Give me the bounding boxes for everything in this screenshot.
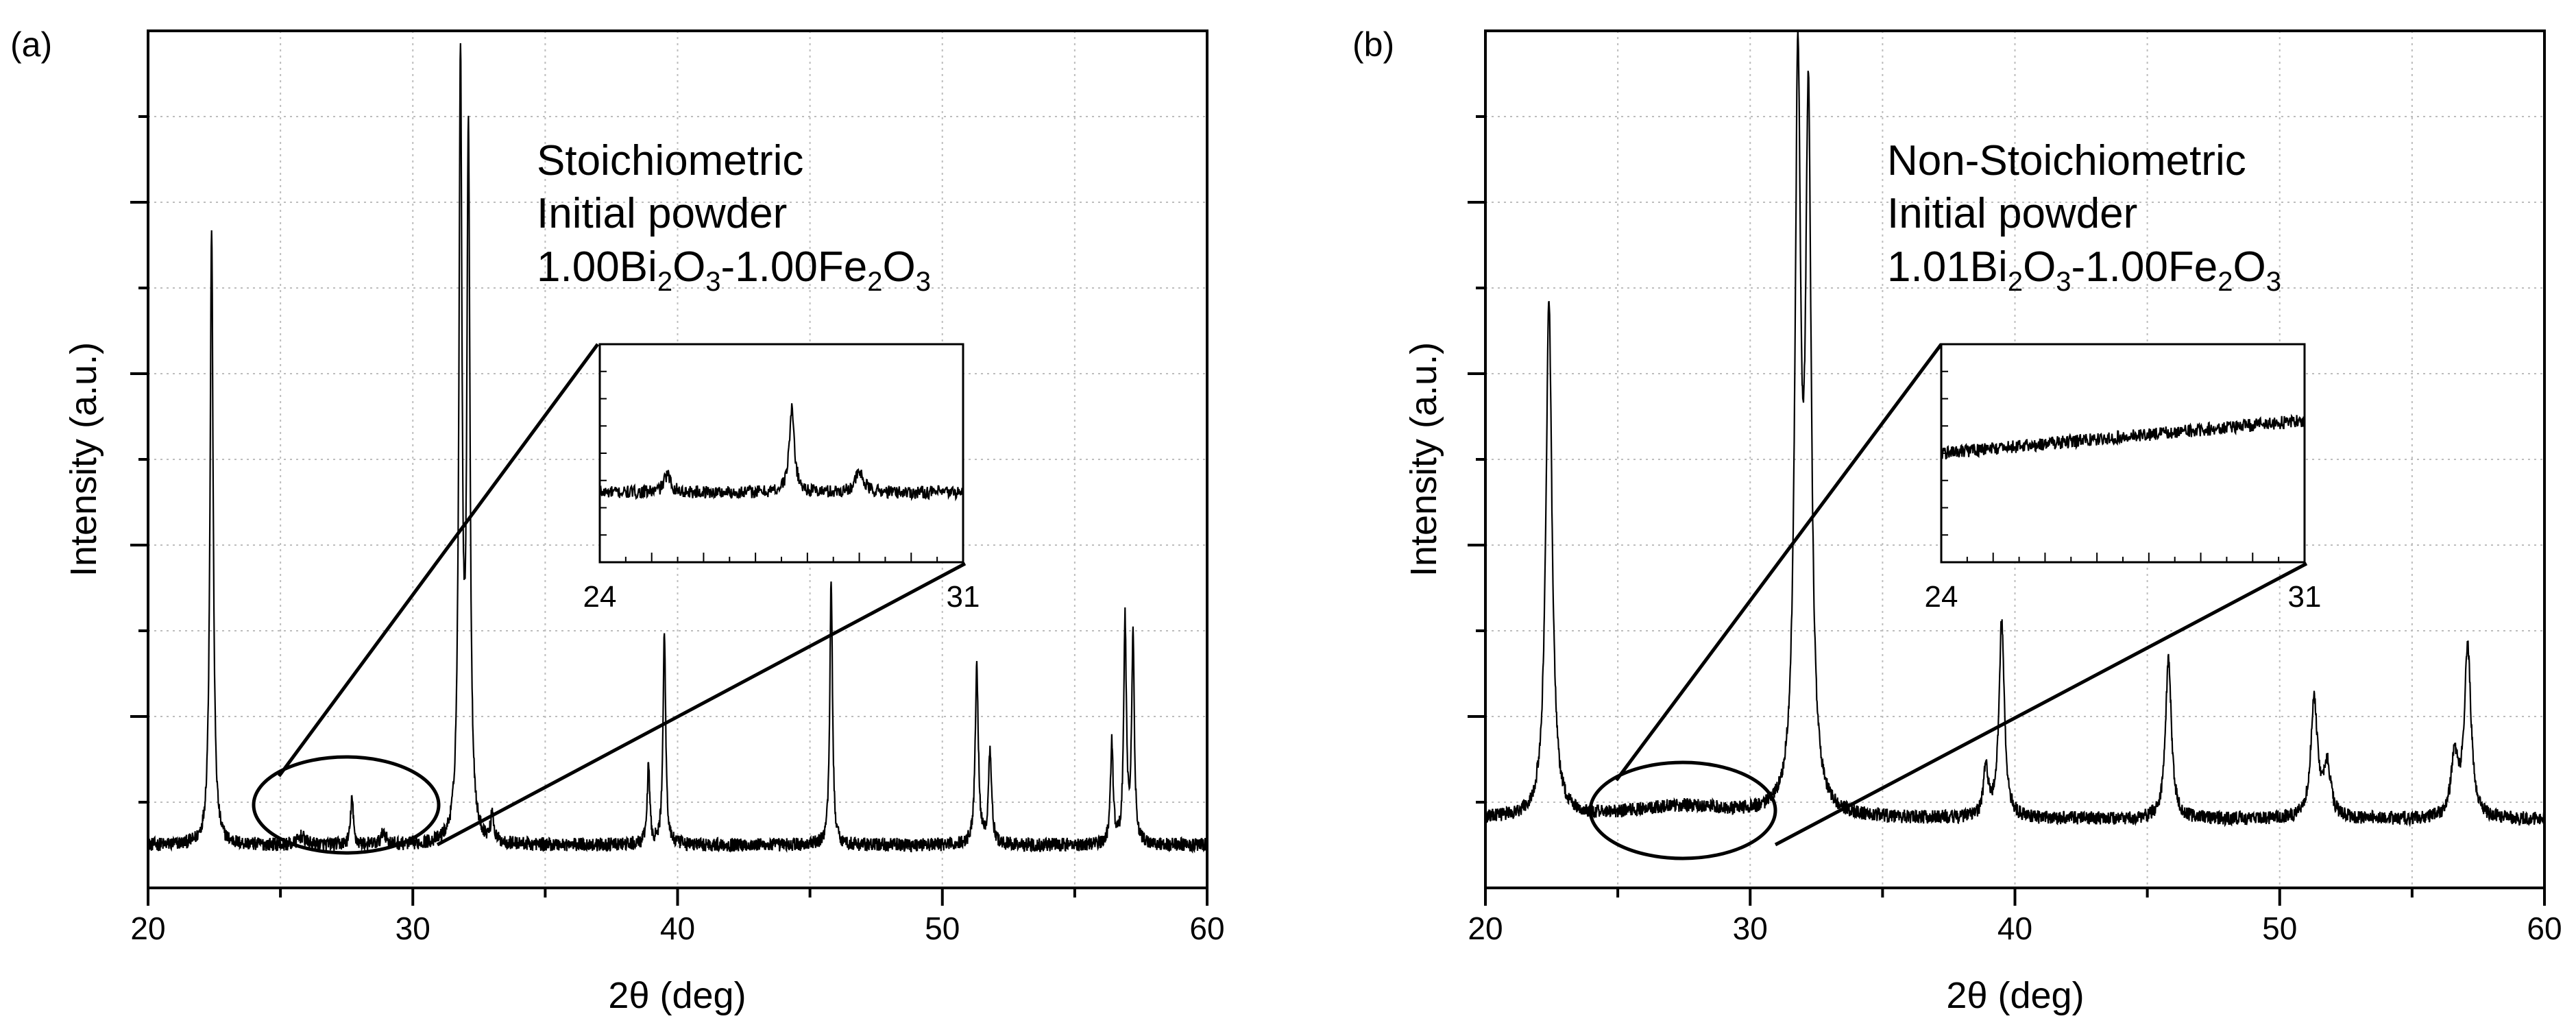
- panel-b-diffraction-trace: [1484, 30, 2546, 828]
- x-tick-label: 60: [1189, 911, 1224, 946]
- panel-a-yticks: [130, 115, 148, 804]
- formula-subscript: 2: [657, 267, 672, 297]
- panel-b-grid: [1485, 31, 2544, 888]
- formula-subscript: 2: [2217, 267, 2233, 297]
- panel-a-diffraction-trace: [147, 43, 1208, 854]
- panel-a-xticks: 20 30 40 50 60: [130, 888, 1225, 946]
- panel-b-zoom-ellipse: [1588, 760, 1777, 860]
- panel-a-annotation-line2: Initial powder: [537, 190, 787, 237]
- formula-part: O: [672, 243, 705, 291]
- panel-b-x-axis-label: 2θ (deg): [1946, 975, 2084, 1016]
- formula-part: O: [2023, 243, 2056, 291]
- panel-b-label: (b): [1352, 25, 1394, 64]
- panel-b-annotation-line2: Initial powder: [1887, 190, 2137, 237]
- x-tick-label: 30: [396, 911, 430, 946]
- formula-subscript: 3: [916, 267, 931, 297]
- x-tick-label: 20: [130, 911, 165, 946]
- panel-b-annotation-line1: Non-Stoichiometric: [1887, 137, 2246, 184]
- panel-b-inset-x-end: 31: [2288, 580, 2322, 614]
- panel-a: (a) 20 30 40 50 60 2θ (deg) Intensity (a.u.)…: [10, 25, 1225, 1016]
- formula-part: 1.01Bi: [1887, 243, 2008, 291]
- panel-a-annotation-line1: Stoichiometric: [537, 137, 803, 184]
- panel-b-inset-frame: [1940, 343, 2306, 564]
- x-tick-label: 20: [1468, 911, 1503, 946]
- formula-subscript: 2: [867, 267, 882, 297]
- formula-part: O: [2233, 243, 2265, 291]
- x-tick-label: 50: [925, 911, 960, 946]
- formula-part: O: [882, 243, 915, 291]
- panel-a-inset-frame: [598, 343, 964, 564]
- panel-b-y-axis-label: Intensity (a.u.): [1403, 342, 1444, 577]
- formula-part: -1.00Fe: [2071, 243, 2218, 291]
- panel-a-zoom-line-lower: [436, 562, 967, 847]
- panel-a-inset-x-start: 24: [583, 580, 617, 614]
- x-tick-label: 40: [1997, 911, 2032, 946]
- formula-subscript: 2: [2008, 267, 2023, 297]
- x-tick-label: 40: [660, 911, 695, 946]
- panel-a-zoom-ellipse: [252, 755, 441, 855]
- panel-a-plot-frame: [147, 29, 1208, 889]
- panel-a-inset-background: [600, 344, 963, 562]
- panel-b-inset-background: [1941, 344, 2305, 562]
- panel-a-annotation-formula: 1.00Bi2O3-1.00Fe2O3: [537, 243, 931, 297]
- panel-b-yticks: [1468, 115, 1485, 804]
- formula-subscript: 3: [705, 267, 720, 297]
- panel-b-annotation-formula: 1.01Bi2O3-1.00Fe2O3: [1887, 243, 2281, 297]
- formula-part: -1.00Fe: [721, 243, 868, 291]
- formula-subscript: 3: [2056, 267, 2071, 297]
- panel-a-x-axis-label: 2θ (deg): [608, 975, 746, 1016]
- x-tick-label: 30: [1733, 911, 1768, 946]
- panel-a-label: (a): [10, 25, 52, 64]
- panel-b-inset-x-start: 24: [1925, 580, 1958, 614]
- panel-b-plot-frame: [1484, 29, 2546, 889]
- panel-b-zoom-line-upper: [1614, 343, 1943, 782]
- x-tick-label: 50: [2262, 911, 2297, 946]
- formula-subscript: 3: [2266, 267, 2281, 297]
- panel-b-xticks: 20 30 40 50 60: [1468, 888, 2562, 946]
- panel-a-inset-trace: [598, 403, 964, 502]
- panel-b: (b) 20 30 40 50 60 2θ (deg) Intensity (a.u.)…: [1352, 25, 2562, 1016]
- panel-a-inset-x-end: 31: [947, 580, 980, 614]
- panel-a-y-axis-label: Intensity (a.u.): [63, 342, 104, 577]
- formula-part: 1.00Bi: [537, 243, 657, 291]
- panel-a-grid: [148, 31, 1207, 888]
- panel-b-inset-trace: [1941, 413, 2306, 460]
- x-tick-label: 60: [2527, 911, 2562, 946]
- panel-b-zoom-line-lower: [1774, 562, 2308, 847]
- panel-a-zoom-line-upper: [277, 343, 600, 778]
